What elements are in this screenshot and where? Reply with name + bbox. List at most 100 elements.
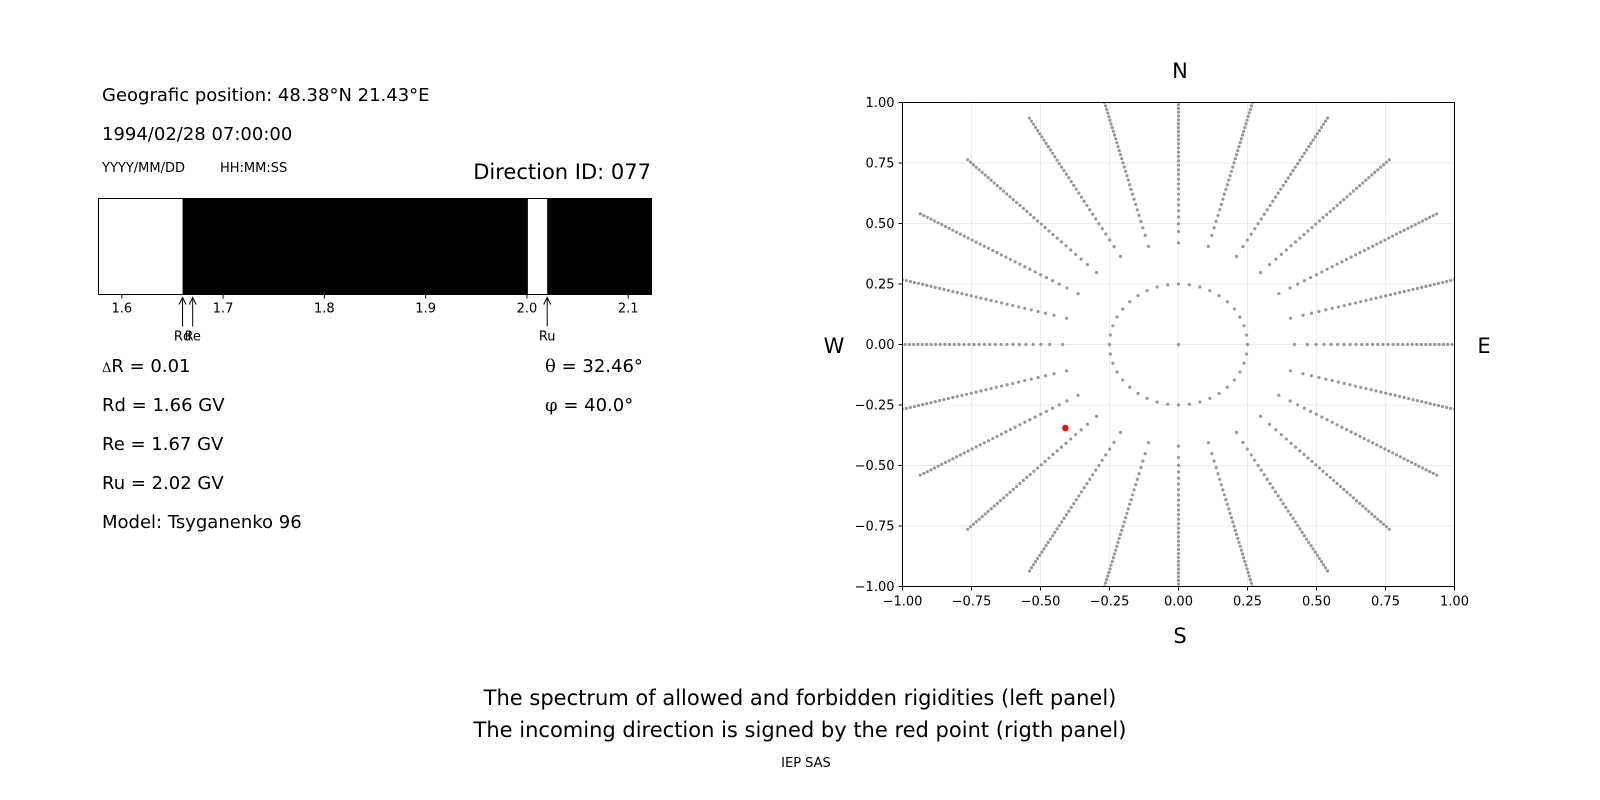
direction-point (1384, 294, 1388, 298)
direction-point (1358, 251, 1362, 255)
direction-point (1384, 391, 1388, 395)
direction-point (916, 342, 920, 347)
direction-point (1433, 342, 1437, 347)
direction-point (1108, 238, 1112, 242)
direction-point (1206, 441, 1211, 445)
direction-point (1126, 178, 1130, 182)
direction-point (1256, 222, 1260, 226)
direction-point (1232, 378, 1236, 382)
direction-point (1212, 226, 1216, 230)
direction-point (1176, 187, 1181, 191)
direction-point (1097, 222, 1101, 226)
direction-point (966, 449, 970, 453)
direction-point (912, 280, 917, 285)
spectrum-tick-label: 2.1 (618, 302, 639, 317)
direction-point (1039, 342, 1043, 347)
direction-point (1321, 469, 1325, 473)
direction-point (1330, 420, 1334, 424)
direction-point (1115, 315, 1119, 319)
direction-point (1365, 342, 1369, 347)
direction-point (1373, 170, 1377, 174)
direction-point (1176, 215, 1181, 219)
direction-point (1435, 212, 1439, 216)
direction-point (955, 455, 959, 459)
direction-point (978, 443, 982, 447)
spectrum-frame (98, 198, 652, 295)
direction-point (1094, 271, 1099, 275)
direction-point (1302, 406, 1307, 410)
direction-point (1023, 379, 1027, 383)
direction-point (940, 462, 944, 466)
direction-point (1050, 279, 1055, 283)
direction-point (1379, 445, 1383, 449)
direction-point (1176, 493, 1181, 497)
direction-point (1301, 313, 1305, 317)
direction-point (1315, 553, 1319, 557)
direction-point (1288, 369, 1293, 373)
direction-point (1176, 159, 1181, 163)
direction-point (1005, 342, 1009, 347)
direction-point (1409, 460, 1414, 465)
direction-point (955, 230, 959, 234)
direction-point (1291, 169, 1295, 173)
direction-point (1219, 483, 1223, 487)
direction-point (1373, 515, 1377, 519)
direction-point (1407, 288, 1411, 293)
direction-point (1344, 427, 1349, 432)
direction-point (1076, 393, 1080, 397)
direction-point (1244, 122, 1248, 126)
direction-point (1351, 496, 1355, 500)
direction-point (1362, 436, 1366, 441)
direction-point (1018, 423, 1022, 427)
direction-point (925, 402, 929, 406)
direction-point (1031, 563, 1036, 567)
direction-point (1324, 308, 1328, 312)
direction-point (1055, 236, 1059, 240)
direction-point (1040, 135, 1044, 139)
direction-point (1002, 189, 1006, 193)
y-tick-label: −0.25 (855, 399, 895, 414)
direction-point (1406, 459, 1410, 463)
direction-point (1036, 556, 1040, 561)
direction-point (1176, 539, 1181, 543)
direction-point (1308, 276, 1313, 280)
direction-point (1018, 203, 1022, 208)
direction-point (1306, 229, 1310, 233)
direction-point (1362, 248, 1366, 253)
direction-point (1028, 472, 1032, 477)
direction-point (1176, 197, 1181, 201)
direction-point (1017, 305, 1021, 309)
direction-point (1233, 157, 1237, 161)
direction-point (1437, 342, 1441, 347)
model-name: Model: Tsyganenko 96 (102, 512, 302, 533)
direction-point (1344, 257, 1349, 262)
direction-point (1309, 374, 1314, 378)
direction-point (1296, 403, 1300, 407)
direction-point (1129, 187, 1133, 191)
direction-point (1336, 380, 1340, 384)
direction-point (1069, 437, 1073, 441)
direction-point (1077, 494, 1081, 498)
direction-point (1176, 342, 1181, 347)
direction-point (1176, 154, 1181, 158)
direction-point (1321, 563, 1326, 567)
direction-point (1431, 471, 1435, 476)
direction-point (1050, 406, 1055, 410)
direction-point (1398, 394, 1402, 399)
direction-point (967, 342, 971, 347)
direction-point (947, 342, 952, 347)
direction-point (1028, 212, 1032, 217)
direction-point (1225, 183, 1229, 187)
direction-point (1321, 216, 1325, 220)
direction-point (1246, 114, 1250, 119)
direction-point (1072, 183, 1076, 187)
delta-symbol: Δ (102, 361, 112, 376)
direction-point (1258, 271, 1263, 275)
direction-point (1176, 182, 1181, 186)
x-tick-label: −1.00 (883, 595, 923, 610)
direction-point (937, 286, 942, 290)
direction-point (1033, 270, 1037, 274)
direction-point (1176, 177, 1181, 181)
direction-point (1383, 447, 1387, 451)
direction-point (971, 163, 976, 167)
